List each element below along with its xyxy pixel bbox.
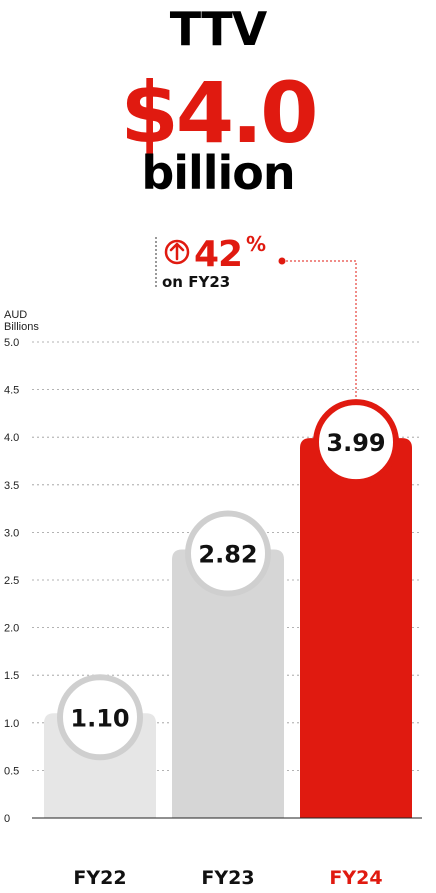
growth-percent: 42 (194, 234, 242, 275)
y-tick-label: 5.0 (4, 337, 19, 349)
y-tick-label: 2.0 (4, 623, 19, 635)
bar-fy23 (172, 549, 284, 818)
y-tick-label: 2.5 (4, 575, 19, 587)
x-tick-label-fy24: FY24 (329, 867, 382, 889)
x-tick-label-fy22: FY22 (73, 867, 126, 889)
metric-title: TTV (169, 2, 267, 56)
value-bubble (185, 510, 271, 597)
y-tick-label: 4.5 (4, 385, 19, 397)
y-tick-label: 1.5 (4, 670, 19, 682)
bar-fy24 (300, 438, 412, 818)
y-tick-label: 0.5 (4, 765, 19, 777)
y-tick-label: 1.0 (4, 718, 19, 730)
value-bubble (57, 674, 143, 761)
headline-unit: billion (141, 146, 295, 200)
x-tick-label-fy23: FY23 (201, 867, 254, 889)
arrow-up-circle-icon (164, 239, 190, 265)
leader-line (282, 260, 357, 399)
y-axis-title: AUD Billions (4, 309, 39, 333)
growth-percent-sign: % (246, 232, 266, 256)
y-tick-label: 4.0 (4, 432, 19, 444)
y-tick-label: 3.0 (4, 527, 19, 539)
headline-value: $4.0 (120, 64, 318, 162)
growth-subtext: on FY23 (162, 273, 230, 291)
data-label-fy23: 2.82 (198, 541, 257, 569)
data-label-fy22: 1.10 (70, 704, 129, 732)
y-axis-title-line: AUD (4, 309, 27, 321)
arrow-up-glyph (169, 242, 185, 261)
data-label-fy24: 3.99 (326, 429, 385, 457)
y-tick-label: 0 (4, 813, 10, 825)
arrow-up-circle-ring (164, 239, 190, 265)
y-tick-label: 3.5 (4, 480, 19, 492)
y-axis-title-line: Billions (4, 321, 39, 333)
value-bubble (313, 399, 399, 486)
